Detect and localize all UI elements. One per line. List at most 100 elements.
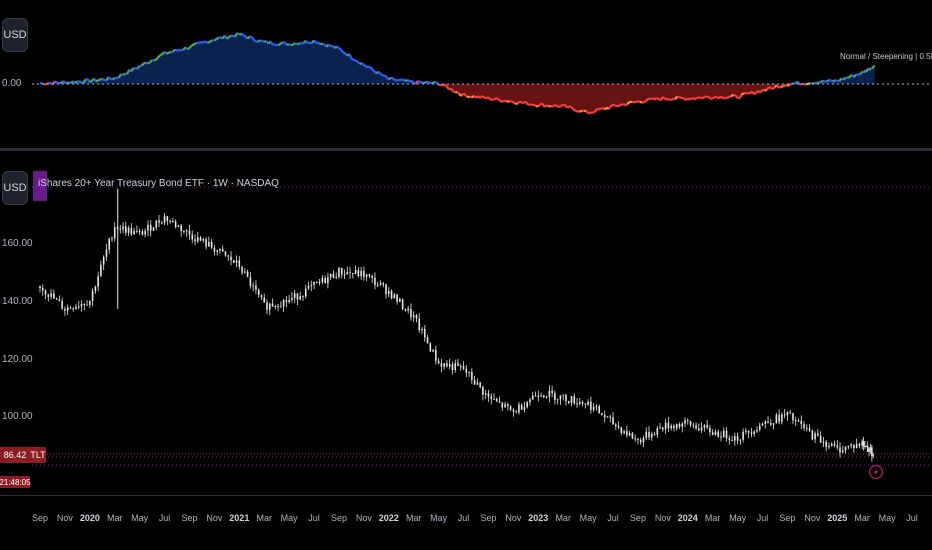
- spread-line-segment: [635, 100, 639, 103]
- time-axis-tick: 2023: [528, 513, 549, 523]
- candle-body: [263, 297, 266, 303]
- candle-body: [285, 300, 288, 303]
- candle-body: [490, 396, 493, 400]
- candle-body: [736, 436, 739, 441]
- time-axis-tick: Sep: [779, 513, 796, 523]
- candle-body: [871, 447, 873, 456]
- candle-body: [573, 396, 576, 404]
- spread-line-segment: [716, 96, 720, 100]
- candle-body: [432, 349, 434, 352]
- spread-line-segment: [494, 97, 498, 101]
- time-axis-tick: May: [878, 513, 896, 523]
- candle-body: [695, 425, 697, 429]
- candle-body: [210, 242, 213, 248]
- candle-body: [75, 307, 77, 310]
- candle-body: [756, 429, 758, 432]
- price-currency-button[interactable]: USD: [2, 171, 28, 205]
- spread-line-segment: [82, 78, 87, 84]
- candle-body: [130, 228, 133, 235]
- pane-divider[interactable]: [0, 148, 932, 151]
- spread-line-segment: [331, 45, 336, 49]
- candle-body: [91, 290, 94, 302]
- candle-body: [507, 404, 509, 407]
- spread-line-segment: [689, 97, 693, 101]
- spread-line-segment: [359, 62, 363, 65]
- price-pane: USD: [0, 151, 932, 496]
- candle-body: [722, 430, 725, 438]
- spread-line-segment: [133, 66, 136, 70]
- time-axis-tick: Mar: [405, 513, 422, 523]
- candle-body: [667, 422, 670, 429]
- spread-line-segment: [191, 43, 195, 47]
- spread-line-segment: [504, 99, 508, 103]
- candle-body: [368, 274, 371, 276]
- candle-body: [689, 421, 692, 425]
- candle-body: [86, 304, 88, 306]
- candle-body: [399, 299, 401, 302]
- spread-line-segment: [691, 97, 695, 100]
- candle-body: [862, 441, 865, 447]
- time-axis-tick: Mar: [854, 513, 870, 523]
- spread-line-segment: [136, 65, 141, 70]
- candle-body: [249, 277, 252, 286]
- candle-body: [775, 414, 778, 424]
- candle-body: [221, 248, 224, 252]
- spread-line-segment: [728, 95, 732, 99]
- spread-line-segment: [89, 79, 93, 84]
- candle-body: [468, 371, 470, 373]
- candle-body: [437, 360, 440, 364]
- time-axis-tick: Nov: [56, 513, 73, 523]
- candle-body: [327, 277, 329, 284]
- spread-line-segment: [319, 42, 323, 46]
- spread-line-segment: [554, 103, 558, 108]
- candle-body: [789, 412, 791, 414]
- spread-line-segment: [602, 107, 606, 111]
- candle-body: [487, 393, 490, 397]
- spread-line-segment: [596, 107, 599, 111]
- candle-body: [861, 441, 863, 446]
- candle-body: [58, 299, 61, 302]
- candle-body: [318, 282, 321, 284]
- spread-line-segment: [153, 58, 157, 62]
- candle-body: [623, 431, 625, 434]
- spread-line-segment: [662, 96, 666, 100]
- spread-line-segment: [448, 87, 452, 91]
- candle-body: [670, 425, 672, 429]
- spread-line-segment: [390, 76, 394, 80]
- candle-body: [174, 221, 177, 228]
- time-axis-tick: Mar: [704, 513, 721, 523]
- candle-body: [55, 298, 58, 300]
- candle-body: [459, 365, 462, 367]
- spread-line-segment: [685, 97, 689, 101]
- time-axis-tick: Jul: [607, 513, 619, 523]
- candle-body: [811, 430, 814, 440]
- candle-body: [554, 393, 556, 400]
- spread-line-segment: [707, 96, 712, 100]
- candle-body: [584, 403, 587, 405]
- candle-body: [224, 251, 227, 256]
- spread-line-segment: [695, 96, 699, 100]
- candle-body: [872, 455, 875, 457]
- indicator-currency-button[interactable]: USD: [2, 18, 28, 52]
- candle-body: [656, 428, 659, 435]
- spread-line-segment: [734, 94, 739, 99]
- spread-line-segment: [356, 60, 361, 65]
- spread-line-segment: [421, 81, 425, 85]
- spread-line-segment: [440, 83, 444, 87]
- indicator-status-label: Normal / Steepening | 0.58%: [840, 52, 932, 61]
- candle-body: [89, 301, 91, 305]
- time-axis[interactable]: [0, 505, 932, 550]
- candle-body: [531, 395, 534, 400]
- candle-body: [806, 427, 808, 429]
- spread-line-segment: [278, 42, 282, 46]
- candle-body: [595, 406, 598, 408]
- candle-body: [307, 285, 310, 289]
- spread-line-segment: [373, 70, 378, 75]
- spread-line-segment: [738, 93, 743, 99]
- candle-body: [645, 431, 648, 439]
- spread-line-segment: [516, 100, 521, 105]
- spread-line-segment: [741, 92, 745, 96]
- candle-body: [219, 248, 221, 251]
- spread-line-segment: [184, 46, 189, 50]
- candle-body: [421, 328, 423, 331]
